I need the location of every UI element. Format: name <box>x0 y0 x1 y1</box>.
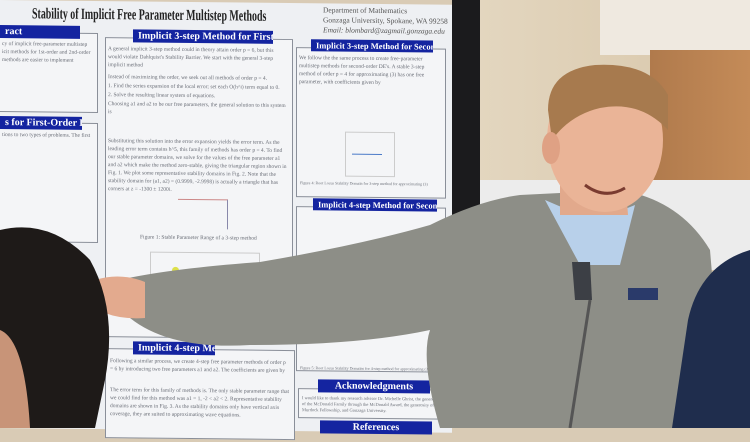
audience-member-right <box>672 250 750 428</box>
presenter-collar <box>545 200 635 265</box>
presenter-ear <box>542 132 560 164</box>
patagonia-logo <box>628 288 658 300</box>
people-scene <box>0 64 750 428</box>
audience-member-head <box>0 227 110 428</box>
presenter-tie <box>572 262 592 300</box>
presenter-hair <box>548 64 668 140</box>
presenter-sweater <box>99 190 725 428</box>
audience-member-face <box>0 330 30 428</box>
presenter-hand <box>95 276 145 319</box>
presenter-zipper <box>568 299 592 428</box>
presenter-smile <box>584 183 626 195</box>
wall-panel <box>600 0 750 55</box>
